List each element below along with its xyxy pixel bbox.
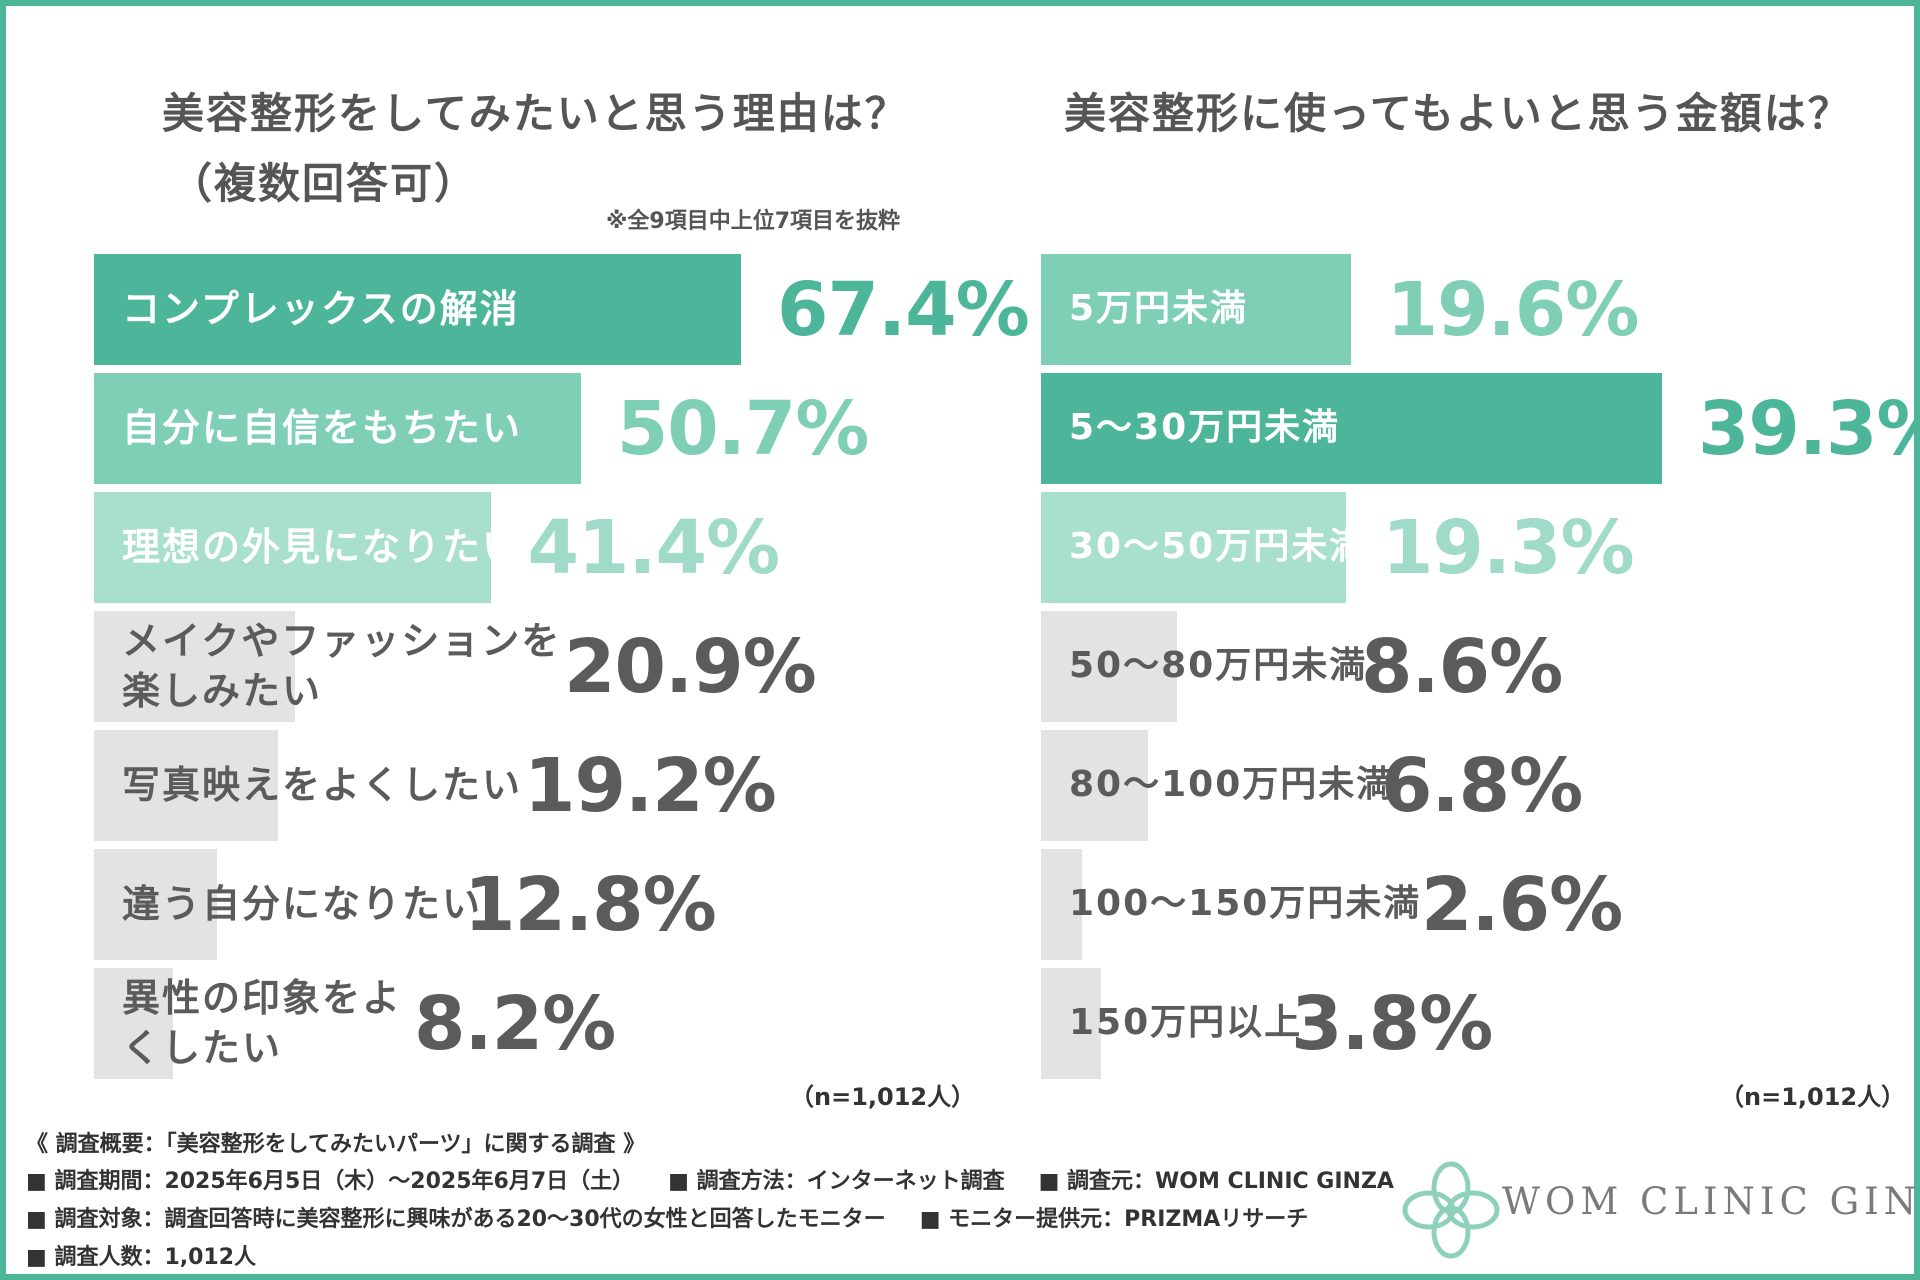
bar-category-label: 写真映えをよくしたい — [122, 762, 523, 807]
survey-details-row-1: ■ 調査期間：2025年6月5日（木）〜2025年6月7日（土） ■ 調査方法：イ… — [26, 1163, 1428, 1195]
bar-value-label: 3.8% — [1291, 980, 1493, 1067]
bar-value-label: 19.6% — [1386, 266, 1640, 353]
brand-logo-text: WOM CLINIC GINZA — [1502, 1180, 1920, 1223]
bar-1-2 — [1041, 492, 1346, 603]
bar-value-label: 19.3% — [1381, 504, 1635, 591]
bar-category-label: 5万円未満 — [1069, 288, 1249, 330]
bar-1-0 — [1041, 254, 1351, 365]
bar-0-0 — [94, 254, 742, 365]
bar-category-label: 異性の印象をよくしたい — [122, 976, 403, 1070]
bar-value-label: 19.2% — [524, 742, 777, 829]
bar-value-label: 8.2% — [414, 980, 616, 1067]
bar-category-label: メイクやファッションを楽しみたい — [122, 619, 562, 713]
bar-category-label: 150万円以上 — [1069, 1002, 1303, 1044]
survey-target: ■ 調査対象：調査回答時に美容整形に興味がある20〜30代の女性と回答したモニタ… — [26, 1207, 886, 1232]
bar-category-label: 50〜80万円未満 — [1069, 645, 1368, 687]
left-chart-sample-note: （n=1,012人） — [790, 1083, 976, 1111]
bar-category-label: 違う自分になりたい — [122, 881, 483, 926]
bar-1-6 — [1041, 968, 1102, 1079]
bar-value-label: 6.8% — [1381, 742, 1583, 829]
bar-0-1 — [94, 373, 581, 484]
bar-0-2 — [94, 492, 492, 603]
right-chart-title: 美容整形に使ってもよいと思う金額は？ — [1064, 89, 1852, 138]
bar-1-1 — [1041, 373, 1662, 484]
left-chart-subtitle: （複数回答可） — [170, 159, 479, 208]
survey-method: ■ 調査方法：インターネット調査 — [668, 1169, 1005, 1194]
survey-source: ■ 調査元：WOM CLINIC GINZA — [1038, 1169, 1394, 1194]
bar-value-label: 67.4% — [777, 266, 1030, 353]
bar-1-5 — [1041, 849, 1083, 960]
survey-provider: ■ モニター提供元：PRIZMAリサーチ — [919, 1207, 1309, 1232]
bar-value-label: 2.6% — [1421, 861, 1623, 948]
bar-0-5 — [94, 849, 217, 960]
bar-value-label: 20.9% — [564, 623, 817, 710]
survey-details-row-2: ■ 調査対象：調査回答時に美容整形に興味がある20〜30代の女性と回答したモニタ… — [26, 1201, 1342, 1233]
bar-value-label: 41.4% — [527, 504, 780, 591]
left-chart-title: 美容整形をしてみたいと思う理由は？ — [162, 89, 909, 138]
bar-category-label: 30〜50万円未満 — [1069, 526, 1368, 568]
bar-0-4 — [94, 730, 279, 841]
bar-category-label: コンプレックスの解消 — [122, 286, 520, 331]
bar-value-label: 12.8% — [464, 861, 717, 948]
bar-category-label: 自分に自信をもちたい — [122, 405, 523, 450]
survey-period: ■ 調査期間：2025年6月5日（木）〜2025年6月7日（土） — [26, 1169, 635, 1194]
survey-count: ■ 調査人数：1,012人 — [26, 1245, 257, 1270]
bar-value-label: 39.3% — [1697, 385, 1920, 472]
bar-1-4 — [1041, 730, 1149, 841]
right-chart-sample-note: （n=1,012人） — [1720, 1083, 1906, 1111]
flower-logo-icon — [1402, 1161, 1500, 1259]
bar-1-3 — [1041, 611, 1177, 722]
bar-0-3 — [94, 611, 295, 722]
bar-category-label: 5〜30万円未満 — [1069, 407, 1341, 449]
bar-category-label: 100〜150万円未満 — [1069, 883, 1422, 925]
bar-value-label: 50.7% — [616, 385, 870, 472]
bar-category-label: 理想の外見になりたい — [122, 524, 523, 569]
survey-overview-heading: 《 調査概要：「美容整形をしてみたいパーツ」に関する調査 》 — [26, 1132, 646, 1157]
bar-category-label: 80〜100万円未満 — [1069, 764, 1395, 806]
bar-0-6 — [94, 968, 173, 1079]
bar-value-label: 8.6% — [1361, 623, 1563, 710]
left-chart-note: ※全9項目中上位7項目を抜粋 — [606, 209, 901, 234]
